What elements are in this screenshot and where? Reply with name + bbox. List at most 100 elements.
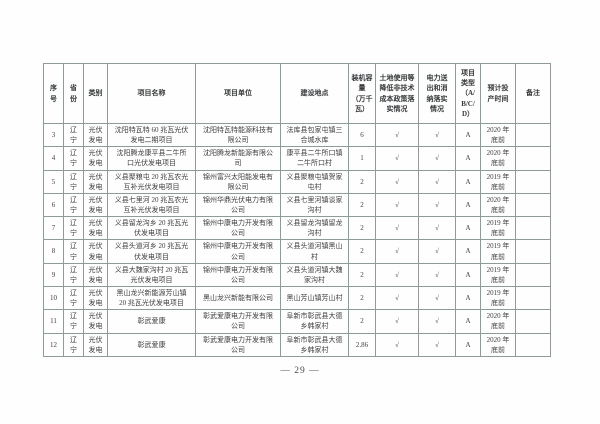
cell-land-policy: √ [375,309,419,334]
cell-remark [515,309,551,334]
cell-no: 6 [43,192,64,218]
header-power-policy: 电力送 出和消 纳落实 情况 [418,63,456,124]
cell-production-time: 2020 年 底前 [480,122,516,148]
cell-production-time: 2019 年 底前 [480,285,516,311]
cell-project-type: A [455,262,481,287]
cell-category: 光伏 发电 [83,239,108,264]
cell-project-type: A [455,216,481,241]
cell-production-time: 2019 年 底前 [480,216,516,241]
cell-project-type: A [455,146,481,171]
cell-project-name: 义县大魏家沟村 20 兆瓦 光伏发电项目 [107,262,196,287]
cell-category: 光伏 发电 [83,332,108,357]
header-project-unit: 项目单位 [195,63,281,124]
cell-project-unit: 沈阳特瓦特能源科技有 限公司 [195,122,281,148]
cell-province: 辽 宁 [63,122,84,148]
cell-capacity: 2 [348,216,376,241]
cell-capacity: 2 [348,285,376,311]
cell-production-time: 2020 年 底前 [480,332,516,357]
cell-land-policy: √ [375,169,419,194]
cell-power-policy: √ [418,309,456,334]
cell-capacity: 2.86 [348,332,376,357]
cell-project-type: A [455,239,481,264]
table-row: 12 辽 宁光伏 发电 彰武爱康 彰武爱康电力开发有限 公司 阜新市彰武县大德 乡韩家村… [43,332,551,357]
cell-no: 3 [43,122,64,148]
cell-no: 10 [43,285,64,311]
cell-category: 光伏 发电 [83,122,108,148]
header-province: 省 份 [63,63,84,124]
cell-production-time: 2020 年 底前 [480,146,516,171]
cell-project-unit: 锦州中康电力开发有限 公司 [195,216,281,241]
cell-location: 义县七里河镇谈家 沟村 [280,192,349,218]
cell-production-time: 2019 年 底前 [480,262,516,287]
cell-location: 康平县二牛所口镇 二牛所口村 [280,146,349,171]
cell-project-unit: 黑山龙兴新能有限公司 [195,285,281,311]
cell-production-time: 2020 年 底前 [480,192,516,218]
cell-no: 11 [43,309,64,334]
cell-project-name: 义县头道河乡 20 兆瓦光 伏发电项目 [107,239,196,264]
cell-no: 8 [43,239,64,264]
cell-location: 义县留龙沟镇留龙 沟村 [280,216,349,241]
cell-province: 辽 宁 [63,285,84,311]
cell-capacity: 2 [348,192,376,218]
cell-province: 辽 宁 [63,169,84,194]
cell-power-policy: √ [418,169,456,194]
header-category: 类别 [83,63,108,124]
cell-project-name: 义县聚粮屯 20 兆瓦农光 互补光伏发电项目 [107,169,196,194]
cell-category: 光伏 发电 [83,262,108,287]
cell-production-time: 2019 年 底前 [480,169,516,194]
header-remark: 备注 [515,63,551,124]
cell-project-name: 沈阳腾龙康平县二牛所 口光伏发电项目 [107,146,196,171]
header-capacity: 装机容 量 （万千 瓦） [348,63,376,124]
cell-capacity: 2 [348,262,376,287]
header-project-name: 项目名称 [107,63,196,124]
cell-project-type: A [455,192,481,218]
cell-project-unit: 锦州中康电力开发有限 公司 [195,262,281,287]
header-land-policy: 土地使用等 降低非技术 成本政策落 实情况 [375,63,419,124]
cell-capacity: 1 [348,146,376,171]
cell-power-policy: √ [418,239,456,264]
cell-project-name: 彰武爱康 [107,309,196,334]
cell-project-name: 彰武爱康 [107,332,196,357]
cell-production-time: 2020 年 底前 [480,309,516,334]
cell-project-name: 黑山龙兴新能源芳山镇 20 兆瓦光伏发电项目 [107,285,196,311]
cell-no: 9 [43,262,64,287]
pv-projects-table: 序 号省 份类别 项目名称 项目单位 建设地点 装机容 量 （万千 瓦） 土地使用等 降低… [43,63,551,357]
cell-land-policy: √ [375,146,419,171]
cell-province: 辽 宁 [63,192,84,218]
cell-remark [515,122,551,148]
header-no: 序 号 [43,63,64,124]
table-header-row: 序 号省 份类别 项目名称 项目单位 建设地点 装机容 量 （万千 瓦） 土地使用等 降低… [43,63,551,124]
cell-power-policy: √ [418,332,456,357]
cell-remark [515,262,551,287]
cell-land-policy: √ [375,262,419,287]
cell-remark [515,169,551,194]
cell-no: 4 [43,146,64,171]
cell-project-unit: 彰武爱康电力开发有限 公司 [195,332,281,357]
cell-remark [515,216,551,241]
cell-province: 辽 宁 [63,332,84,357]
cell-category: 光伏 发电 [83,309,108,334]
cell-capacity: 2 [348,239,376,264]
table-row: 11 辽 宁光伏 发电 彰武爱康 彰武爱康电力开发有限 公司 阜新市彰武县大德 乡韩家村… [43,309,551,334]
cell-project-type: A [455,332,481,357]
cell-power-policy: √ [418,122,456,148]
cell-location: 义县头道河镇大魏 家沟村 [280,262,349,287]
cell-land-policy: √ [375,239,419,264]
cell-project-unit: 锦州富兴太阳能发电有 限公司 [195,169,281,194]
cell-capacity: 6 [348,122,376,148]
cell-project-unit: 沈阳腾龙新能源有限公 司 [195,146,281,171]
cell-remark [515,146,551,171]
cell-land-policy: √ [375,122,419,148]
cell-location: 义县聚粮屯镇贺家 屯村 [280,169,349,194]
cell-category: 光伏 发电 [83,146,108,171]
cell-power-policy: √ [418,192,456,218]
cell-no: 12 [43,332,64,357]
page-number: — 29 — [280,366,320,376]
